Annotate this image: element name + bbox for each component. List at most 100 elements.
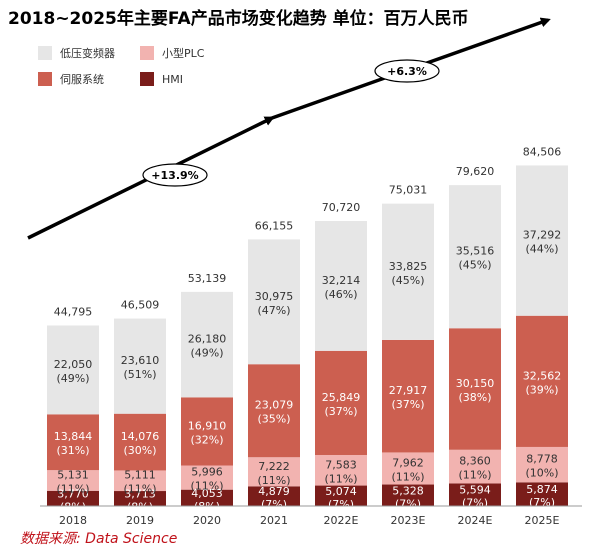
total-label-2023E: 75,031 <box>389 184 428 197</box>
pct-label-低压变频器-2020: (49%) <box>190 347 223 360</box>
value-label-HMI-2022E: 5,074 <box>325 485 357 498</box>
bar-小型PLC-2023E <box>382 452 434 485</box>
value-label-低压变频器-2023E: 33,825 <box>389 260 428 273</box>
value-label-小型PLC-2021: 7,222 <box>258 460 290 473</box>
bar-HMI-2023E <box>382 484 434 506</box>
bar-HMI-2019 <box>114 491 166 506</box>
value-label-伺服系统-2019: 14,076 <box>121 430 160 443</box>
value-label-伺服系统-2018: 13,844 <box>54 430 93 443</box>
bar-伺服系统-2025E <box>516 315 568 447</box>
bar-低压变频器-2021 <box>248 239 300 365</box>
bar-小型PLC-2018 <box>47 470 99 491</box>
value-label-HMI-2021: 4,879 <box>258 485 290 498</box>
value-label-伺服系统-2021: 23,079 <box>255 399 294 412</box>
total-label-2020: 53,139 <box>188 272 227 285</box>
pct-label-小型PLC-2022E: (11%) <box>324 472 357 485</box>
pct-label-低压变频器-2019: (51%) <box>123 368 156 381</box>
value-label-小型PLC-2019: 5,111 <box>124 469 156 482</box>
bar-低压变频器-2019 <box>114 318 166 414</box>
pct-label-低压变频器-2018: (49%) <box>56 372 89 385</box>
pct-label-伺服系统-2025E: (39%) <box>525 383 558 396</box>
pct-label-HMI-2023E: (7%) <box>395 497 421 510</box>
bar-HMI-2018 <box>47 490 99 506</box>
value-label-小型PLC-2023E: 7,962 <box>392 456 424 469</box>
pct-label-低压变频器-2024E: (45%) <box>458 259 491 272</box>
value-label-小型PLC-2022E: 7,583 <box>325 458 357 471</box>
bar-伺服系统-2023E <box>382 339 434 453</box>
pct-label-HMI-2021: (7%) <box>261 498 287 511</box>
value-label-小型PLC-2018: 5,131 <box>57 468 89 481</box>
chart-title: 2018~2025年主要FA产品市场变化趋势 单位：百万人民币 <box>8 9 469 29</box>
pct-label-伺服系统-2022E: (37%) <box>324 405 357 418</box>
x-tick-2023E: 2023E <box>391 514 426 527</box>
bar-小型PLC-2020 <box>181 465 233 490</box>
pct-label-伺服系统-2020: (32%) <box>190 433 223 446</box>
total-label-2018: 44,795 <box>54 305 93 318</box>
value-label-低压变频器-2020: 26,180 <box>188 333 227 346</box>
bar-伺服系统-2021 <box>248 364 300 458</box>
value-label-伺服系统-2020: 16,910 <box>188 419 227 432</box>
bar-伺服系统-2018 <box>47 414 99 471</box>
value-label-小型PLC-2025E: 8,778 <box>526 453 558 466</box>
value-label-低压变频器-2024E: 35,516 <box>456 245 495 258</box>
pct-label-HMI-2025E: (7%) <box>529 496 555 509</box>
pct-label-小型PLC-2018: (11%) <box>56 482 89 495</box>
value-label-HMI-2024E: 5,594 <box>459 484 491 497</box>
x-tick-2018: 2018 <box>59 514 87 527</box>
pct-label-小型PLC-2020: (11%) <box>190 480 223 493</box>
pct-label-低压变频器-2023E: (45%) <box>391 274 424 287</box>
legend-swatch-伺服系统 <box>38 72 52 86</box>
value-label-小型PLC-2020: 5,996 <box>191 466 223 479</box>
growth-bubble-1 <box>374 59 440 83</box>
value-label-低压变频器-2025E: 37,292 <box>523 229 562 242</box>
pct-label-HMI-2022E: (7%) <box>328 498 354 511</box>
value-label-低压变频器-2019: 23,610 <box>121 354 160 367</box>
value-label-HMI-2025E: 5,874 <box>526 483 558 496</box>
bar-小型PLC-2022E <box>315 454 367 486</box>
pct-label-伺服系统-2018: (31%) <box>56 444 89 457</box>
pct-label-小型PLC-2025E: (10%) <box>525 467 558 480</box>
bar-低压变频器-2018 <box>47 325 99 415</box>
bar-低压变频器-2022E <box>315 220 367 351</box>
legend-label-低压变频器: 低压变频器 <box>60 46 115 60</box>
growth-label-0: +13.9% <box>151 169 198 182</box>
bar-低压变频器-2024E <box>449 185 501 329</box>
legend-label-HMI: HMI <box>162 73 183 86</box>
bar-小型PLC-2021 <box>248 457 300 487</box>
pct-label-小型PLC-2023E: (11%) <box>391 470 424 483</box>
x-tick-2021: 2021 <box>260 514 288 527</box>
total-label-2024E: 79,620 <box>456 165 495 178</box>
value-label-HMI-2019: 3,713 <box>124 488 156 501</box>
total-label-2019: 46,509 <box>121 299 160 312</box>
value-label-伺服系统-2025E: 32,562 <box>523 369 562 382</box>
legend: 低压变频器 小型PLC 伺服系统 HMI <box>38 46 205 86</box>
value-label-伺服系统-2023E: 27,917 <box>389 384 428 397</box>
bar-伺服系统-2020 <box>181 397 233 466</box>
pct-label-伺服系统-2023E: (37%) <box>391 398 424 411</box>
x-tick-2019: 2019 <box>126 514 154 527</box>
x-axis: 2018 2019 2020 2021 2022E 2023E 2024E 2025E <box>40 505 582 527</box>
pct-label-小型PLC-2024E: (11%) <box>458 469 491 482</box>
total-label-2025E: 84,506 <box>523 145 562 158</box>
bar-HMI-2020 <box>181 489 233 506</box>
value-label-HMI-2018: 3,770 <box>57 487 89 500</box>
pct-label-小型PLC-2019: (11%) <box>123 483 156 496</box>
bar-小型PLC-2025E <box>516 446 568 483</box>
x-tick-2024E: 2024E <box>458 514 493 527</box>
pct-label-低压变频器-2025E: (44%) <box>525 243 558 256</box>
pct-label-伺服系统-2024E: (38%) <box>458 391 491 404</box>
total-label-2022E: 70,720 <box>322 201 361 214</box>
x-tick-2020: 2020 <box>193 514 221 527</box>
bars-layer <box>47 165 568 506</box>
bar-伺服系统-2019 <box>114 413 166 471</box>
value-label-低压变频器-2018: 22,050 <box>54 358 93 371</box>
legend-label-伺服系统: 伺服系统 <box>60 73 104 86</box>
bar-HMI-2025E <box>516 482 568 506</box>
pct-label-HMI-2019: (8%) <box>127 501 153 514</box>
growth-annotations: +13.9% +6.3% <box>142 59 440 187</box>
bar-HMI-2022E <box>315 485 367 506</box>
value-label-低压变频器-2021: 30,975 <box>255 290 294 303</box>
bar-HMI-2021 <box>248 486 300 506</box>
bar-低压变频器-2020 <box>181 291 233 398</box>
